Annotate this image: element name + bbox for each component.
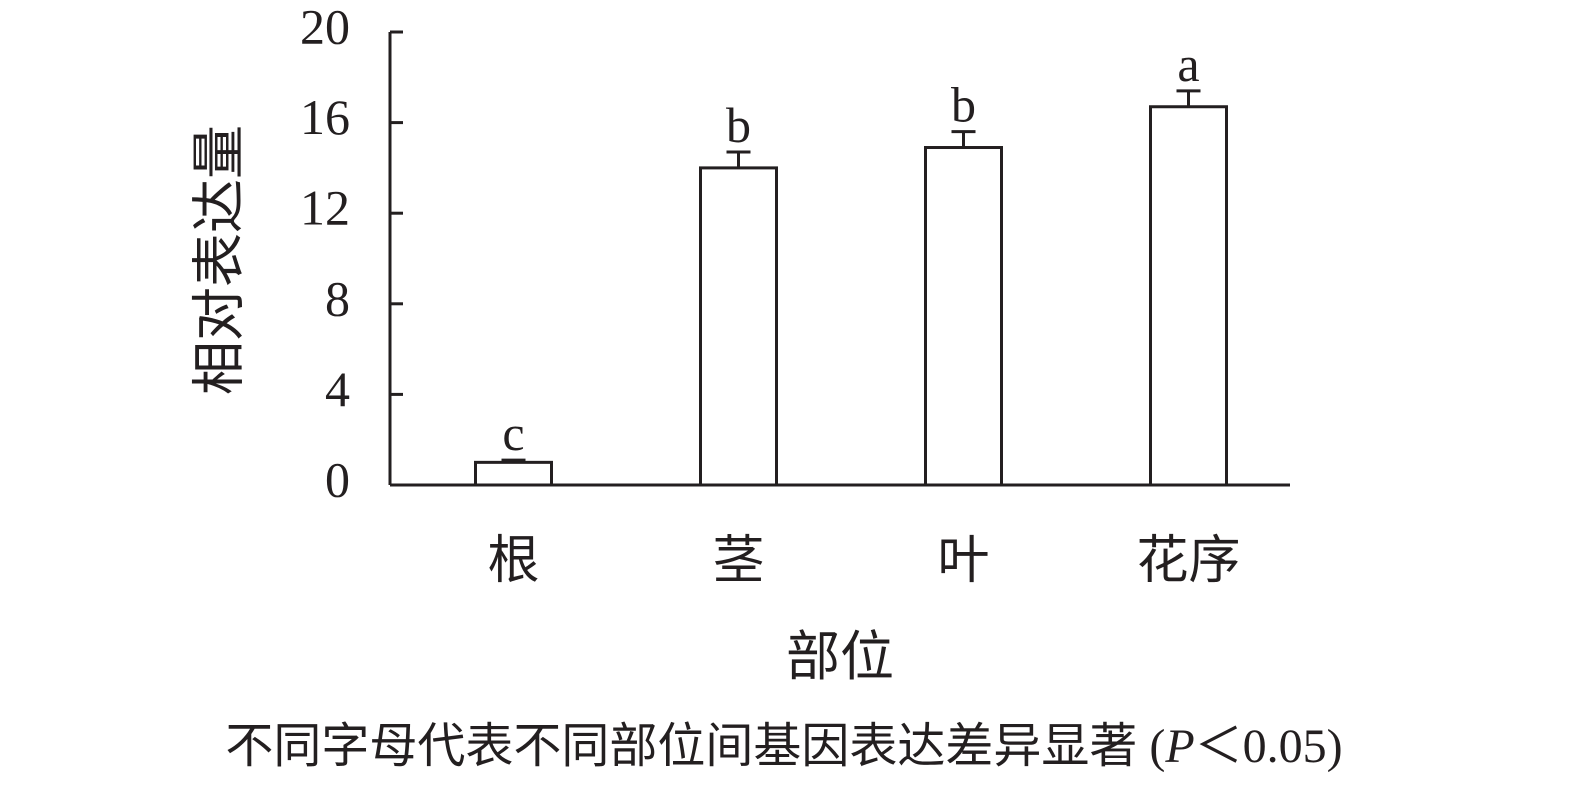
x-tick-label: 茎 <box>712 533 764 590</box>
bar <box>924 146 1003 487</box>
y-tick-label: 20 <box>300 0 350 54</box>
caption-p: P <box>1164 720 1194 773</box>
caption: 不同字母代表不同部位间基因表达差异显著 (P＜0.05) <box>225 720 1342 773</box>
bar <box>1149 105 1228 487</box>
x-tick-label: 根 <box>487 533 539 590</box>
y-tick-label: 16 <box>300 89 350 145</box>
bar <box>474 460 553 487</box>
x-axis-label: 部位 <box>786 627 894 687</box>
significance-letter: b <box>726 97 751 153</box>
caption-text: 不同字母代表不同部位间基因表达差异显著 ( <box>225 720 1165 773</box>
x-tick-label: 叶 <box>937 533 989 590</box>
x-tick-label: 花序 <box>1136 533 1240 590</box>
significance-letter: b <box>951 77 976 133</box>
y-axis-label: 相对表达量 <box>189 125 249 395</box>
y-tick-label: 4 <box>325 361 350 417</box>
y-tick-label: 0 <box>325 451 350 507</box>
y-tick-label: 12 <box>300 180 350 236</box>
y-tick-label: 8 <box>325 270 350 326</box>
bar <box>699 166 778 487</box>
significance-letter: a <box>1177 36 1199 92</box>
significance-letter: c <box>502 405 524 461</box>
caption-text: ＜0.05) <box>1195 720 1343 773</box>
